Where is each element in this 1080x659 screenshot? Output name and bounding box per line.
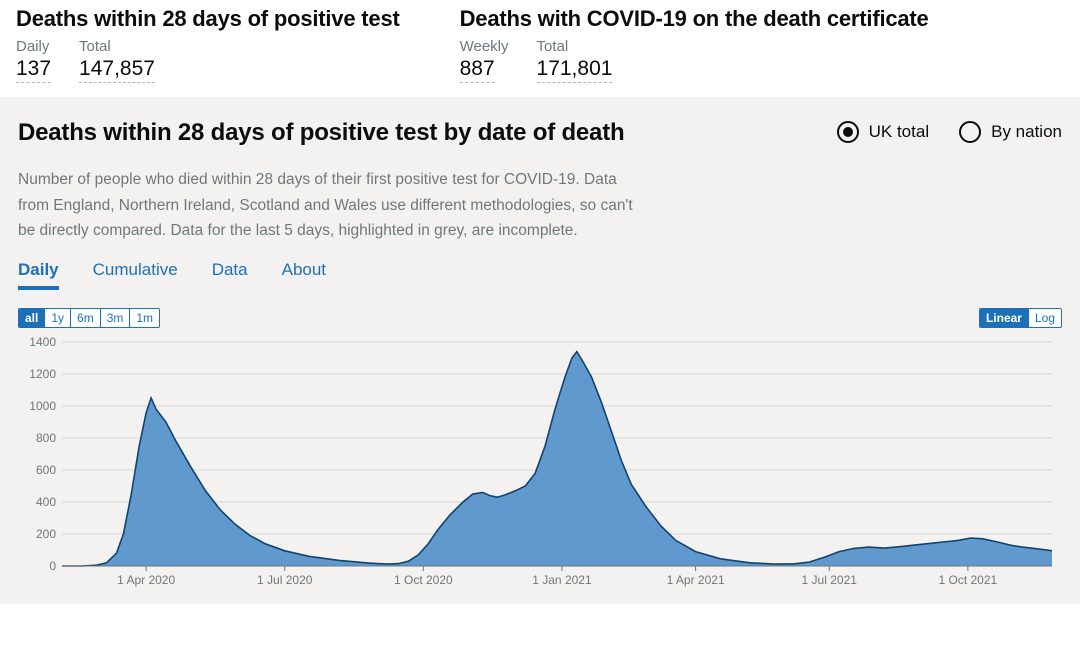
range-btn-1m[interactable]: 1m <box>130 309 159 327</box>
scale-btn-log[interactable]: Log <box>1029 309 1061 327</box>
y-tick-label: 200 <box>36 527 56 541</box>
metric-total[interactable]: Total 171,801 <box>537 38 613 83</box>
x-tick-label: 1 Apr 2021 <box>667 573 725 587</box>
top-metrics: Deaths within 28 days of positive test D… <box>0 0 1080 97</box>
range-btn-3m[interactable]: 3m <box>101 309 131 327</box>
panel-title: Deaths within 28 days of positive test b… <box>18 119 624 147</box>
x-tick-label: 1 Jul 2021 <box>802 573 858 587</box>
scale-buttons: LinearLog <box>979 308 1062 328</box>
metric-value: 137 <box>16 57 51 83</box>
scope-radio-group: UK total By nation <box>837 121 1062 143</box>
x-tick-label: 1 Jul 2020 <box>257 573 313 587</box>
radio-uk-total[interactable]: UK total <box>837 121 929 143</box>
x-tick-label: 1 Oct 2021 <box>938 573 997 587</box>
metric-label: Weekly <box>460 38 509 55</box>
radio-by-nation[interactable]: By nation <box>959 121 1062 143</box>
y-tick-label: 800 <box>36 431 56 445</box>
y-tick-label: 1000 <box>29 399 56 413</box>
chart-panel: Deaths within 28 days of positive test b… <box>0 97 1080 604</box>
metric-value: 887 <box>460 57 495 83</box>
metric-label: Total <box>79 38 155 55</box>
metric-title: Deaths within 28 days of positive test <box>16 6 400 32</box>
range-btn-1y[interactable]: 1y <box>45 309 71 327</box>
y-tick-label: 400 <box>36 495 56 509</box>
metric-label: Total <box>537 38 613 55</box>
y-tick-label: 0 <box>49 559 56 573</box>
metric-weekly[interactable]: Weekly 887 <box>460 38 509 83</box>
range-buttons: all1y6m3m1m <box>18 308 160 328</box>
metric-death-cert: Deaths with COVID-19 on the death certif… <box>460 6 929 83</box>
metric-title: Deaths with COVID-19 on the death certif… <box>460 6 929 32</box>
tab-daily[interactable]: Daily <box>18 260 59 290</box>
tabs: Daily Cumulative Data About <box>18 260 1062 290</box>
tab-about[interactable]: About <box>282 260 326 290</box>
metric-value: 171,801 <box>537 57 613 83</box>
tab-data[interactable]: Data <box>212 260 248 290</box>
range-btn-all[interactable]: all <box>19 309 45 327</box>
x-tick-label: 1 Oct 2020 <box>394 573 453 587</box>
scale-btn-linear[interactable]: Linear <box>980 309 1029 327</box>
metric-daily[interactable]: Daily 137 <box>16 38 51 83</box>
x-tick-label: 1 Jan 2021 <box>532 573 592 587</box>
panel-description: Number of people who died within 28 days… <box>18 167 638 244</box>
y-tick-label: 600 <box>36 463 56 477</box>
metric-total[interactable]: Total 147,857 <box>79 38 155 83</box>
radio-label: By nation <box>991 122 1062 142</box>
radio-icon <box>837 121 859 143</box>
range-btn-6m[interactable]: 6m <box>71 309 101 327</box>
metric-label: Daily <box>16 38 51 55</box>
y-tick-label: 1400 <box>29 335 56 349</box>
chart-container: 0 200 400 600 800 1000 1200 1400 1 Apr 2020 1 Jul… <box>18 334 1062 594</box>
radio-label: UK total <box>869 122 929 142</box>
metric-28-days: Deaths within 28 days of positive test D… <box>16 6 400 83</box>
x-tick-label: 1 Apr 2020 <box>117 573 175 587</box>
deaths-chart[interactable]: 0 200 400 600 800 1000 1200 1400 1 Apr 2020 1 Jul… <box>18 334 1062 594</box>
y-tick-label: 1200 <box>29 367 56 381</box>
tab-cumulative[interactable]: Cumulative <box>93 260 178 290</box>
radio-icon <box>959 121 981 143</box>
metric-value: 147,857 <box>79 57 155 83</box>
